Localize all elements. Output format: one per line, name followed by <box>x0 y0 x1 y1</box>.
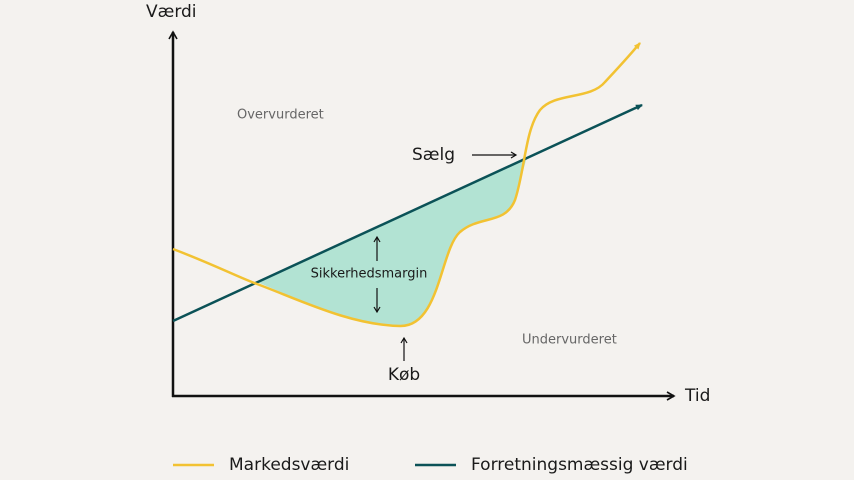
business-value-line <box>172 103 643 323</box>
margin-label: Sikkerhedsmargin <box>311 267 428 282</box>
safety-margin-area <box>257 157 527 327</box>
legend-label: Forretningsmæssig værdi <box>471 455 688 475</box>
buy-label: Køb <box>388 365 420 385</box>
legend-label: Markedsværdi <box>229 455 349 475</box>
region-label: Undervurderet <box>522 333 617 348</box>
region-label: Overvurderet <box>237 108 324 123</box>
x-axis-label: Tid <box>684 386 710 406</box>
sell-label: Sælg <box>412 145 455 165</box>
y-axis-label: Værdi <box>146 2 197 22</box>
market-value-curve <box>172 42 641 328</box>
